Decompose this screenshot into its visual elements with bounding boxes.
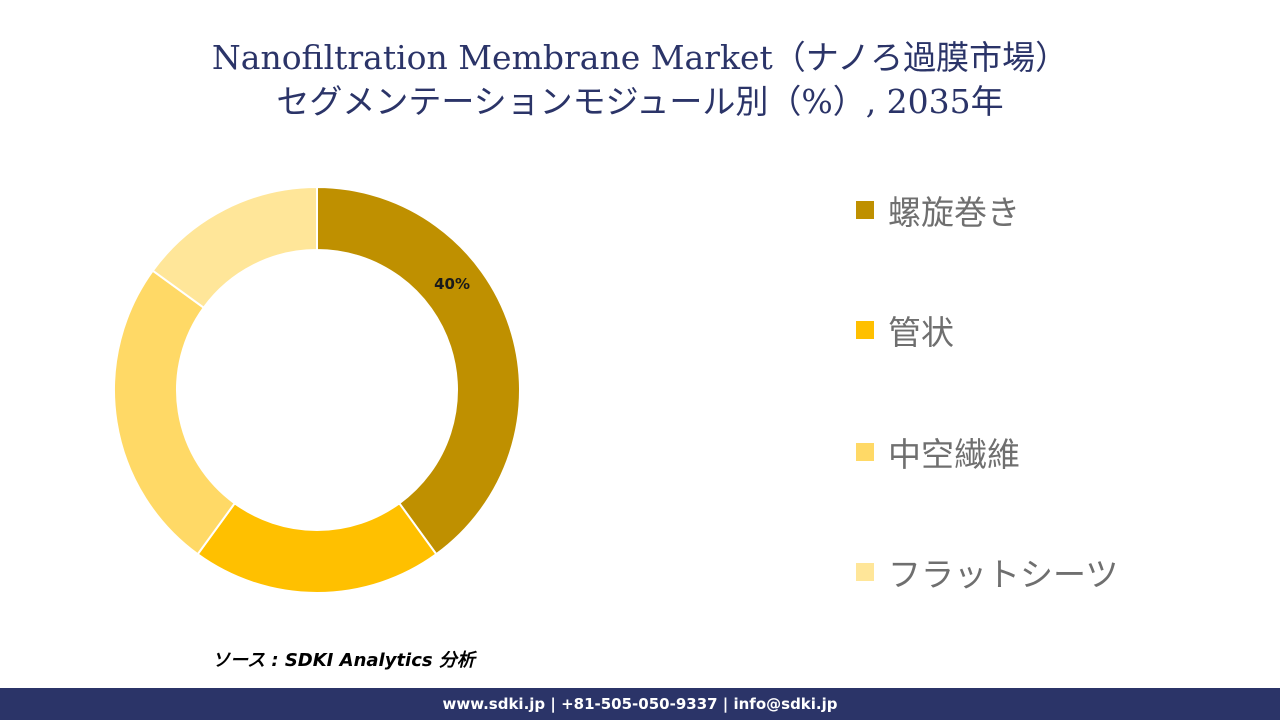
legend-swatch-3 (856, 443, 874, 461)
chart-title-line-2: セグメンテーションモジュール別（%）, 2035年 (276, 82, 1004, 121)
donut-slice-label-1: 40% (434, 275, 470, 293)
legend-swatch-2 (856, 321, 874, 339)
legend-item-3: 中空繊維 (856, 430, 1020, 474)
legend-swatch-4 (856, 563, 874, 581)
legend-item-4: フラットシーツ (856, 550, 1118, 594)
donut-slice-4 (151, 185, 318, 310)
chart-title-line-1: Nanofiltration Membrane Market（ナノろ過膜市場） (211, 38, 1069, 77)
chart-title: Nanofiltration Membrane Market（ナノろ過膜市場） … (0, 36, 1280, 124)
legend-label-1: 螺旋巻き (888, 193, 1020, 232)
footer-contact-bar: www.sdki.jp | +81-505-050-9337 | info@sd… (0, 688, 1280, 720)
donut-slice-1 (316, 185, 521, 556)
legend-item-1: 螺旋巻き (856, 188, 1020, 232)
donut-slice-3 (113, 269, 237, 556)
legend-swatch-1 (856, 201, 874, 219)
donut-slice-2 (196, 501, 438, 594)
chart-legend: 螺旋巻き管状中空繊維フラットシーツ (856, 0, 1276, 720)
source-note: ソース : SDKI Analytics 分析 (212, 650, 475, 671)
legend-label-2: 管状 (888, 313, 954, 352)
legend-label-3: 中空繊維 (888, 435, 1020, 474)
donut-chart: 40% (113, 185, 521, 594)
legend-item-2: 管状 (856, 308, 954, 352)
legend-label-4: フラットシーツ (888, 555, 1119, 594)
